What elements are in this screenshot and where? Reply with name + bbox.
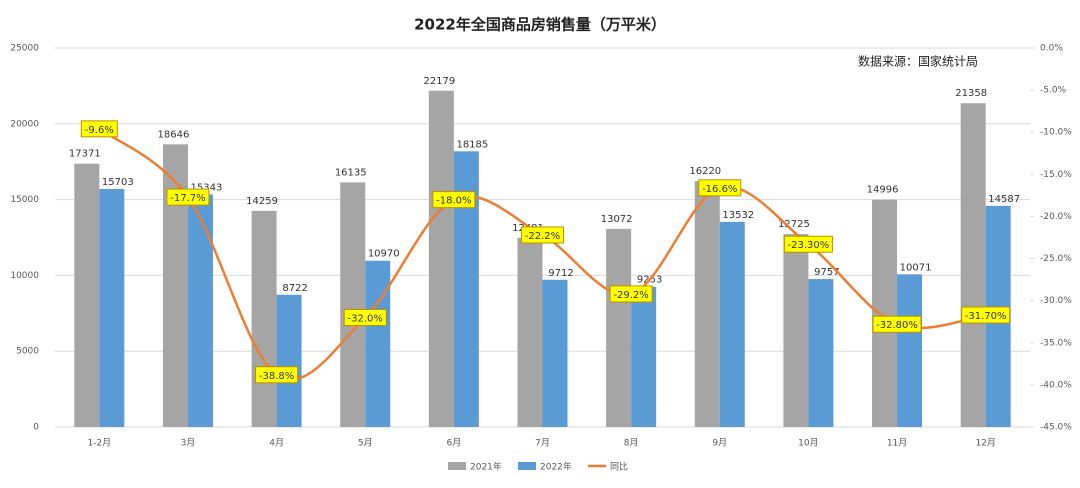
y-tick-label: 10000 [10,271,39,281]
data-label: 16220 [689,166,721,177]
label-box [343,309,387,327]
bar [99,188,125,427]
x-tick-label: 12月 [975,438,995,449]
y2-tick-label: -20.0% [1040,212,1072,222]
label-box [872,315,922,333]
legend-label: 2021年 [470,461,502,473]
label-box [783,235,833,253]
legend-label: 同比 [610,461,628,473]
label-box [961,306,1011,324]
data-label: 18185 [456,139,488,150]
label-box [80,120,118,138]
y-tick-label: 0 [33,423,39,433]
x-tick-label: 8月 [624,438,639,449]
x-tick-label: 6月 [446,438,461,449]
data-label: 10071 [900,262,932,273]
data-label: -17.7% [170,193,205,204]
data-label: -29.2% [613,290,648,301]
data-label: 8722 [282,283,307,294]
bar [276,294,302,427]
data-label: 16135 [335,167,367,178]
data-label: -32.80% [876,320,918,331]
x-tick-label: 3月 [181,438,196,449]
x-tick-label: 7月 [535,438,550,449]
data-label: 9757 [814,267,839,278]
data-label: 13072 [601,214,633,225]
data-label: 13532 [722,210,754,221]
x-tick-label: 1-2月 [87,438,111,449]
label-box [432,191,476,209]
bar [719,221,745,427]
y-tick-label: 25000 [10,44,39,54]
label-box [521,226,564,244]
bar [897,274,923,427]
data-label: 22179 [423,76,455,87]
bar [187,194,213,427]
y-tick-label: 20000 [10,119,39,129]
bar [517,237,543,427]
bar [542,279,568,427]
data-label: 15343 [191,182,223,193]
legend-swatch [518,462,536,470]
y2-tick-label: -30.0% [1040,296,1072,306]
data-label: -23.30% [788,240,830,251]
y2-tick-label: -35.0% [1040,338,1072,348]
data-label: 17371 [69,149,101,160]
y-tick-label: 5000 [16,347,39,357]
bar [365,260,391,427]
bar [808,279,834,427]
data-label: -16.6% [702,184,737,195]
bar [631,286,657,427]
data-label: -38.8% [259,371,294,382]
data-label: 14587 [988,194,1020,205]
bar [783,234,809,427]
x-tick-label: 11月 [887,438,907,449]
data-label: 15703 [102,177,134,188]
data-label: -31.70% [965,311,1007,322]
bar [428,90,454,427]
label-box [609,285,653,303]
bar [162,144,188,427]
bar [251,210,277,427]
data-label: -22.2% [525,231,560,242]
y2-tick-label: 0.0% [1040,44,1063,54]
y2-tick-label: -45.0% [1040,423,1072,433]
data-label: 10970 [368,249,400,260]
source-note: 数据来源：国家统计局 [858,54,978,69]
y2-tick-label: -5.0% [1040,86,1067,96]
chart-title: 2022年全国商品房销售量（万平米） [414,16,666,34]
data-label: 14259 [246,196,278,207]
y2-tick-label: -15.0% [1040,170,1072,180]
bar [74,163,100,427]
label-box [166,188,210,206]
bar [606,228,632,427]
bar [960,103,986,428]
legend-label: 2022年 [540,461,572,473]
data-label: 21358 [955,88,987,99]
x-tick-label: 4月 [269,438,284,449]
x-tick-label: 5月 [358,438,373,449]
data-label: -9.6% [85,125,114,136]
label-box [698,179,742,197]
y-tick-label: 15000 [10,195,39,205]
x-tick-label: 10月 [798,438,818,449]
data-label: 18646 [158,129,190,140]
data-label: 14996 [867,185,899,196]
y2-tick-label: -40.0% [1040,380,1072,390]
bar [340,182,366,427]
bar [694,181,720,427]
data-label: 12725 [778,219,810,230]
data-label: -32.0% [348,314,383,325]
data-label: 9712 [548,268,573,279]
x-tick-label: 9月 [712,438,727,449]
label-box [255,366,299,384]
data-label: -18.0% [436,196,471,207]
y2-tick-label: -25.0% [1040,254,1072,264]
bar [872,199,898,427]
legend-swatch [448,462,466,470]
y2-tick-label: -10.0% [1040,128,1072,138]
